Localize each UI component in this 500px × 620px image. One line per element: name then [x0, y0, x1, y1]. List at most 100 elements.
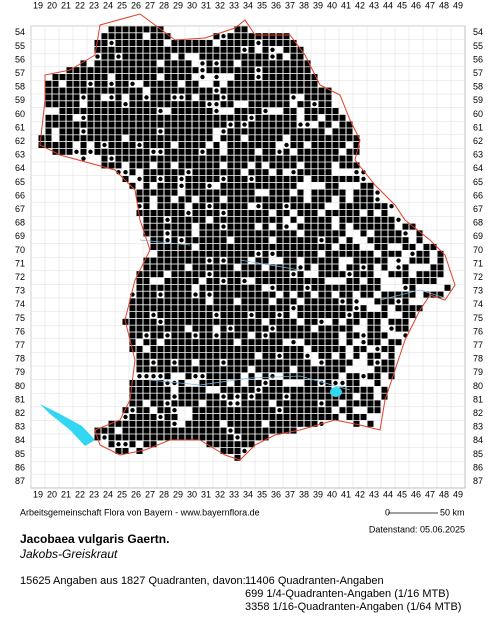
- record-dot: [375, 190, 380, 195]
- record-square: [157, 162, 164, 169]
- record-square: [276, 203, 283, 210]
- record-square: [339, 312, 346, 318]
- record-square: [157, 400, 164, 407]
- record-square: [283, 114, 290, 121]
- record-square: [318, 298, 325, 305]
- record-square: [269, 318, 276, 325]
- record-square: [367, 400, 374, 407]
- record-square: [304, 74, 311, 80]
- record-square: [150, 441, 157, 448]
- record-square: [248, 60, 255, 67]
- record-square: [115, 162, 122, 169]
- record-square: [129, 53, 136, 60]
- record-square: [136, 148, 143, 155]
- record-square: [227, 182, 234, 189]
- record-square: [297, 305, 304, 312]
- record-square: [262, 74, 269, 80]
- record-square: [129, 318, 136, 325]
- record-square: [255, 420, 262, 427]
- record-dot: [319, 238, 324, 243]
- y-label: 66: [15, 190, 25, 200]
- record-square: [269, 393, 276, 400]
- record-square: [185, 216, 192, 223]
- record-square: [304, 169, 311, 176]
- record-square: [185, 386, 192, 393]
- record-square: [290, 155, 297, 162]
- record-dot: [130, 408, 135, 413]
- record-square: [115, 420, 122, 427]
- record-square: [311, 373, 318, 380]
- record-square: [206, 53, 213, 60]
- record-square: [185, 339, 192, 346]
- record-square: [367, 216, 374, 223]
- record-square: [150, 434, 157, 441]
- record-square: [262, 434, 269, 441]
- record-square: [248, 434, 255, 441]
- record-square: [353, 284, 360, 291]
- record-square: [241, 128, 248, 135]
- x-label: 22: [75, 489, 85, 499]
- record-square: [150, 305, 157, 312]
- record-square: [143, 291, 150, 298]
- record-square: [143, 80, 150, 87]
- record-square: [262, 244, 269, 250]
- record-dot: [256, 204, 261, 209]
- record-square: [297, 291, 304, 298]
- record-square: [276, 176, 283, 182]
- record-square: [297, 359, 304, 366]
- record-square: [311, 420, 318, 427]
- record-square: [143, 393, 150, 400]
- record-square: [276, 40, 283, 46]
- record-square: [255, 108, 262, 114]
- record-square: [339, 114, 346, 121]
- record-square: [311, 386, 318, 393]
- record-square: [185, 176, 192, 182]
- record-square: [269, 244, 276, 250]
- record-square: [234, 182, 241, 189]
- record-square: [255, 257, 262, 264]
- record-square: [157, 312, 164, 318]
- record-square: [171, 237, 178, 244]
- record-dot: [109, 156, 114, 161]
- record-square: [45, 94, 52, 101]
- record-square: [220, 305, 227, 312]
- record-square: [150, 380, 157, 386]
- record-square: [213, 271, 220, 278]
- record-square: [164, 203, 171, 210]
- record-square: [388, 352, 395, 359]
- record-square: [199, 312, 206, 318]
- river: [139, 239, 446, 391]
- record-square: [199, 359, 206, 366]
- record-square: [150, 318, 157, 325]
- record-square: [353, 332, 360, 339]
- record-square: [367, 182, 374, 189]
- record-dot: [249, 115, 254, 121]
- record-square: [325, 162, 332, 169]
- record-square: [304, 237, 311, 244]
- x-label: 37: [285, 489, 295, 499]
- record-square: [318, 135, 325, 142]
- record-square: [269, 135, 276, 142]
- record-square: [213, 427, 220, 434]
- record-square: [283, 366, 290, 373]
- record-square: [290, 216, 297, 223]
- record-square: [367, 373, 374, 380]
- record-dot: [235, 394, 240, 399]
- record-square: [136, 121, 143, 128]
- x-label: 23: [89, 0, 99, 10]
- record-square: [262, 366, 269, 373]
- record-square: [311, 189, 318, 196]
- record-square: [339, 346, 346, 352]
- record-square: [206, 67, 213, 74]
- record-square: [360, 346, 367, 352]
- record-square: [234, 312, 241, 318]
- record-square: [346, 121, 353, 128]
- record-square: [178, 60, 185, 67]
- record-square: [283, 33, 290, 40]
- record-square: [45, 135, 52, 142]
- record-square: [192, 189, 199, 196]
- record-square: [185, 128, 192, 135]
- y-label: 62: [15, 136, 25, 146]
- record-dot: [158, 414, 163, 420]
- record-square: [227, 291, 234, 298]
